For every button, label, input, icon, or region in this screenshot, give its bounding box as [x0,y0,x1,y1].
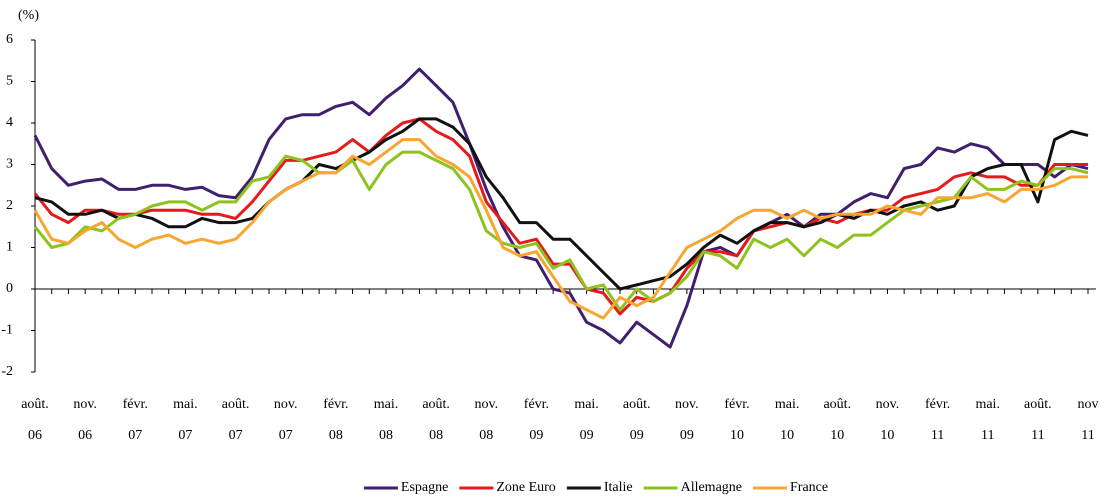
x-tick-label: 06 [78,428,92,443]
x-tick-label: nov. [474,397,498,412]
y-tick-label: 5 [6,74,13,89]
x-tick-label: nov [1078,397,1099,412]
x-tick-label: 07 [128,428,142,443]
x-tick-label: mai. [574,397,599,412]
series-line [34,117,1089,291]
series-line [33,150,1089,312]
x-tick-label: 09 [529,428,543,443]
x-tick-label: 10 [730,428,744,443]
x-tick-label: mai. [173,397,198,412]
x-tick-label: 08 [479,428,493,443]
legend-label: Zone Euro [496,480,555,495]
x-tick-label: nov. [675,397,699,412]
y-tick-label: 2 [6,198,13,213]
y-tick-label: 0 [6,281,13,296]
y-tick-label: 1 [6,240,13,255]
x-tick-label: août. [1024,397,1052,412]
y-tick-label: 6 [6,32,13,47]
x-tick-label: nov. [876,397,900,412]
legend-label: Italie [604,480,633,495]
x-tick-label: mai. [775,397,800,412]
x-tick-label: 08 [429,428,443,443]
series-line [33,138,1088,320]
x-tick-label: 11 [1031,428,1044,443]
x-tick-label: août. [422,397,450,412]
y-tick-label: 3 [6,157,13,172]
x-tick-label: févr. [724,397,749,412]
x-tick-label: 06 [28,428,42,443]
y-tick-label: -2 [1,364,13,379]
x-tick-label: août. [623,397,651,412]
y-unit-label: (%) [18,8,39,23]
x-tick-label: 11 [931,428,944,443]
x-tick-label: août. [222,397,250,412]
x-tick-label: févr. [323,397,348,412]
x-tick-label: 07 [229,428,243,443]
x-tick-label: 08 [379,428,393,443]
x-tick-label: août. [823,397,851,412]
x-tick-label: nov. [73,397,97,412]
x-tick-label: mai. [374,397,399,412]
x-tick-label: 11 [981,428,994,443]
y-tick-label: 4 [6,115,13,130]
legend-label: France [790,480,828,495]
x-tick-label: 07 [178,428,192,443]
x-tick-label: 09 [580,428,594,443]
x-tick-label: févr. [123,397,148,412]
x-tick-label: 10 [780,428,794,443]
x-tick-label: août. [21,397,49,412]
x-tick-label: nov. [274,397,298,412]
x-tick-label: févr. [524,397,549,412]
x-tick-label: 10 [830,428,844,443]
x-tick-label: févr. [925,397,950,412]
x-tick-label: 09 [680,428,694,443]
x-tick-label: 11 [1081,428,1094,443]
x-tick-label: mai. [975,397,1000,412]
x-tick-label: 10 [880,428,894,443]
legend-label: Allemagne [681,480,742,495]
y-tick-label: -1 [1,323,13,338]
x-tick-label: 07 [279,428,293,443]
x-tick-label: 08 [329,428,343,443]
legend-label: Espagne [401,480,448,495]
x-tick-label: 09 [630,428,644,443]
series-line [33,117,1088,316]
